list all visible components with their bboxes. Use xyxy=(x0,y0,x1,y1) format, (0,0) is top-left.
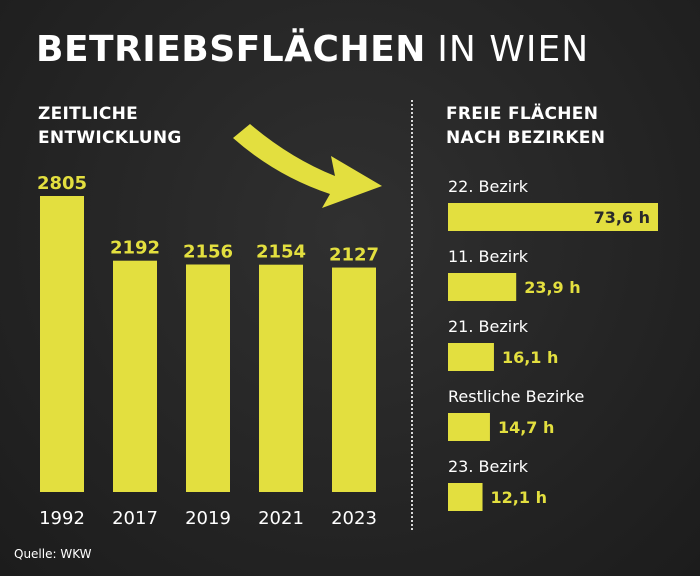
district-value-5: 12,1 h xyxy=(491,488,547,507)
district-label-2: 11. Bezirk xyxy=(448,247,529,266)
value-label-2023: 2127 xyxy=(329,245,379,266)
year-label-2019: 2019 xyxy=(185,508,231,529)
district-label-1: 22. Bezirk xyxy=(448,177,529,196)
district-value-1: 73,6 h xyxy=(594,208,650,227)
district-bar-3 xyxy=(448,343,494,371)
chart-title: BETRIEBSFLÄCHEN IN WIEN xyxy=(36,26,589,74)
district-bar-4 xyxy=(448,413,490,441)
left-heading: ZEITLICHE ENTWICKLUNG xyxy=(38,102,182,150)
district-value-3: 16,1 h xyxy=(502,348,558,367)
bar-2023 xyxy=(332,267,376,492)
value-label-2019: 2156 xyxy=(183,241,233,262)
value-label-1992: 2805 xyxy=(37,173,87,194)
bar-1992 xyxy=(40,196,84,492)
title-light: IN WIEN xyxy=(437,29,590,70)
value-label-2021: 2154 xyxy=(256,242,306,263)
right-heading-line-1: FREIE FLÄCHEN xyxy=(446,104,599,124)
year-label-1992: 1992 xyxy=(39,508,85,529)
value-label-2017: 2192 xyxy=(110,238,160,259)
year-label-2017: 2017 xyxy=(112,508,158,529)
district-label-4: Restliche Bezirke xyxy=(448,387,584,406)
left-heading-line-2: ENTWICKLUNG xyxy=(38,128,182,148)
bar-2017 xyxy=(113,260,157,492)
source-note: Quelle: WKW xyxy=(14,547,92,561)
district-bar-1 xyxy=(448,203,658,231)
district-value-2: 23,9 h xyxy=(524,278,580,297)
left-heading-line-1: ZEITLICHE xyxy=(38,104,139,124)
district-label-3: 21. Bezirk xyxy=(448,317,529,336)
bar-2019 xyxy=(186,264,230,492)
bar-2021 xyxy=(259,264,303,492)
district-value-4: 14,7 h xyxy=(498,418,554,437)
right-heading: FREIE FLÄCHEN NACH BEZIRKEN xyxy=(446,102,605,150)
district-bar-2 xyxy=(448,273,517,301)
district-bar-5 xyxy=(448,483,483,511)
year-label-2021: 2021 xyxy=(258,508,304,529)
year-label-2023: 2023 xyxy=(331,508,377,529)
right-heading-line-2: NACH BEZIRKEN xyxy=(446,128,606,148)
district-label-5: 23. Bezirk xyxy=(448,457,529,476)
dotted-divider xyxy=(411,100,413,530)
title-bold: BETRIEBSFLÄCHEN xyxy=(36,29,426,70)
